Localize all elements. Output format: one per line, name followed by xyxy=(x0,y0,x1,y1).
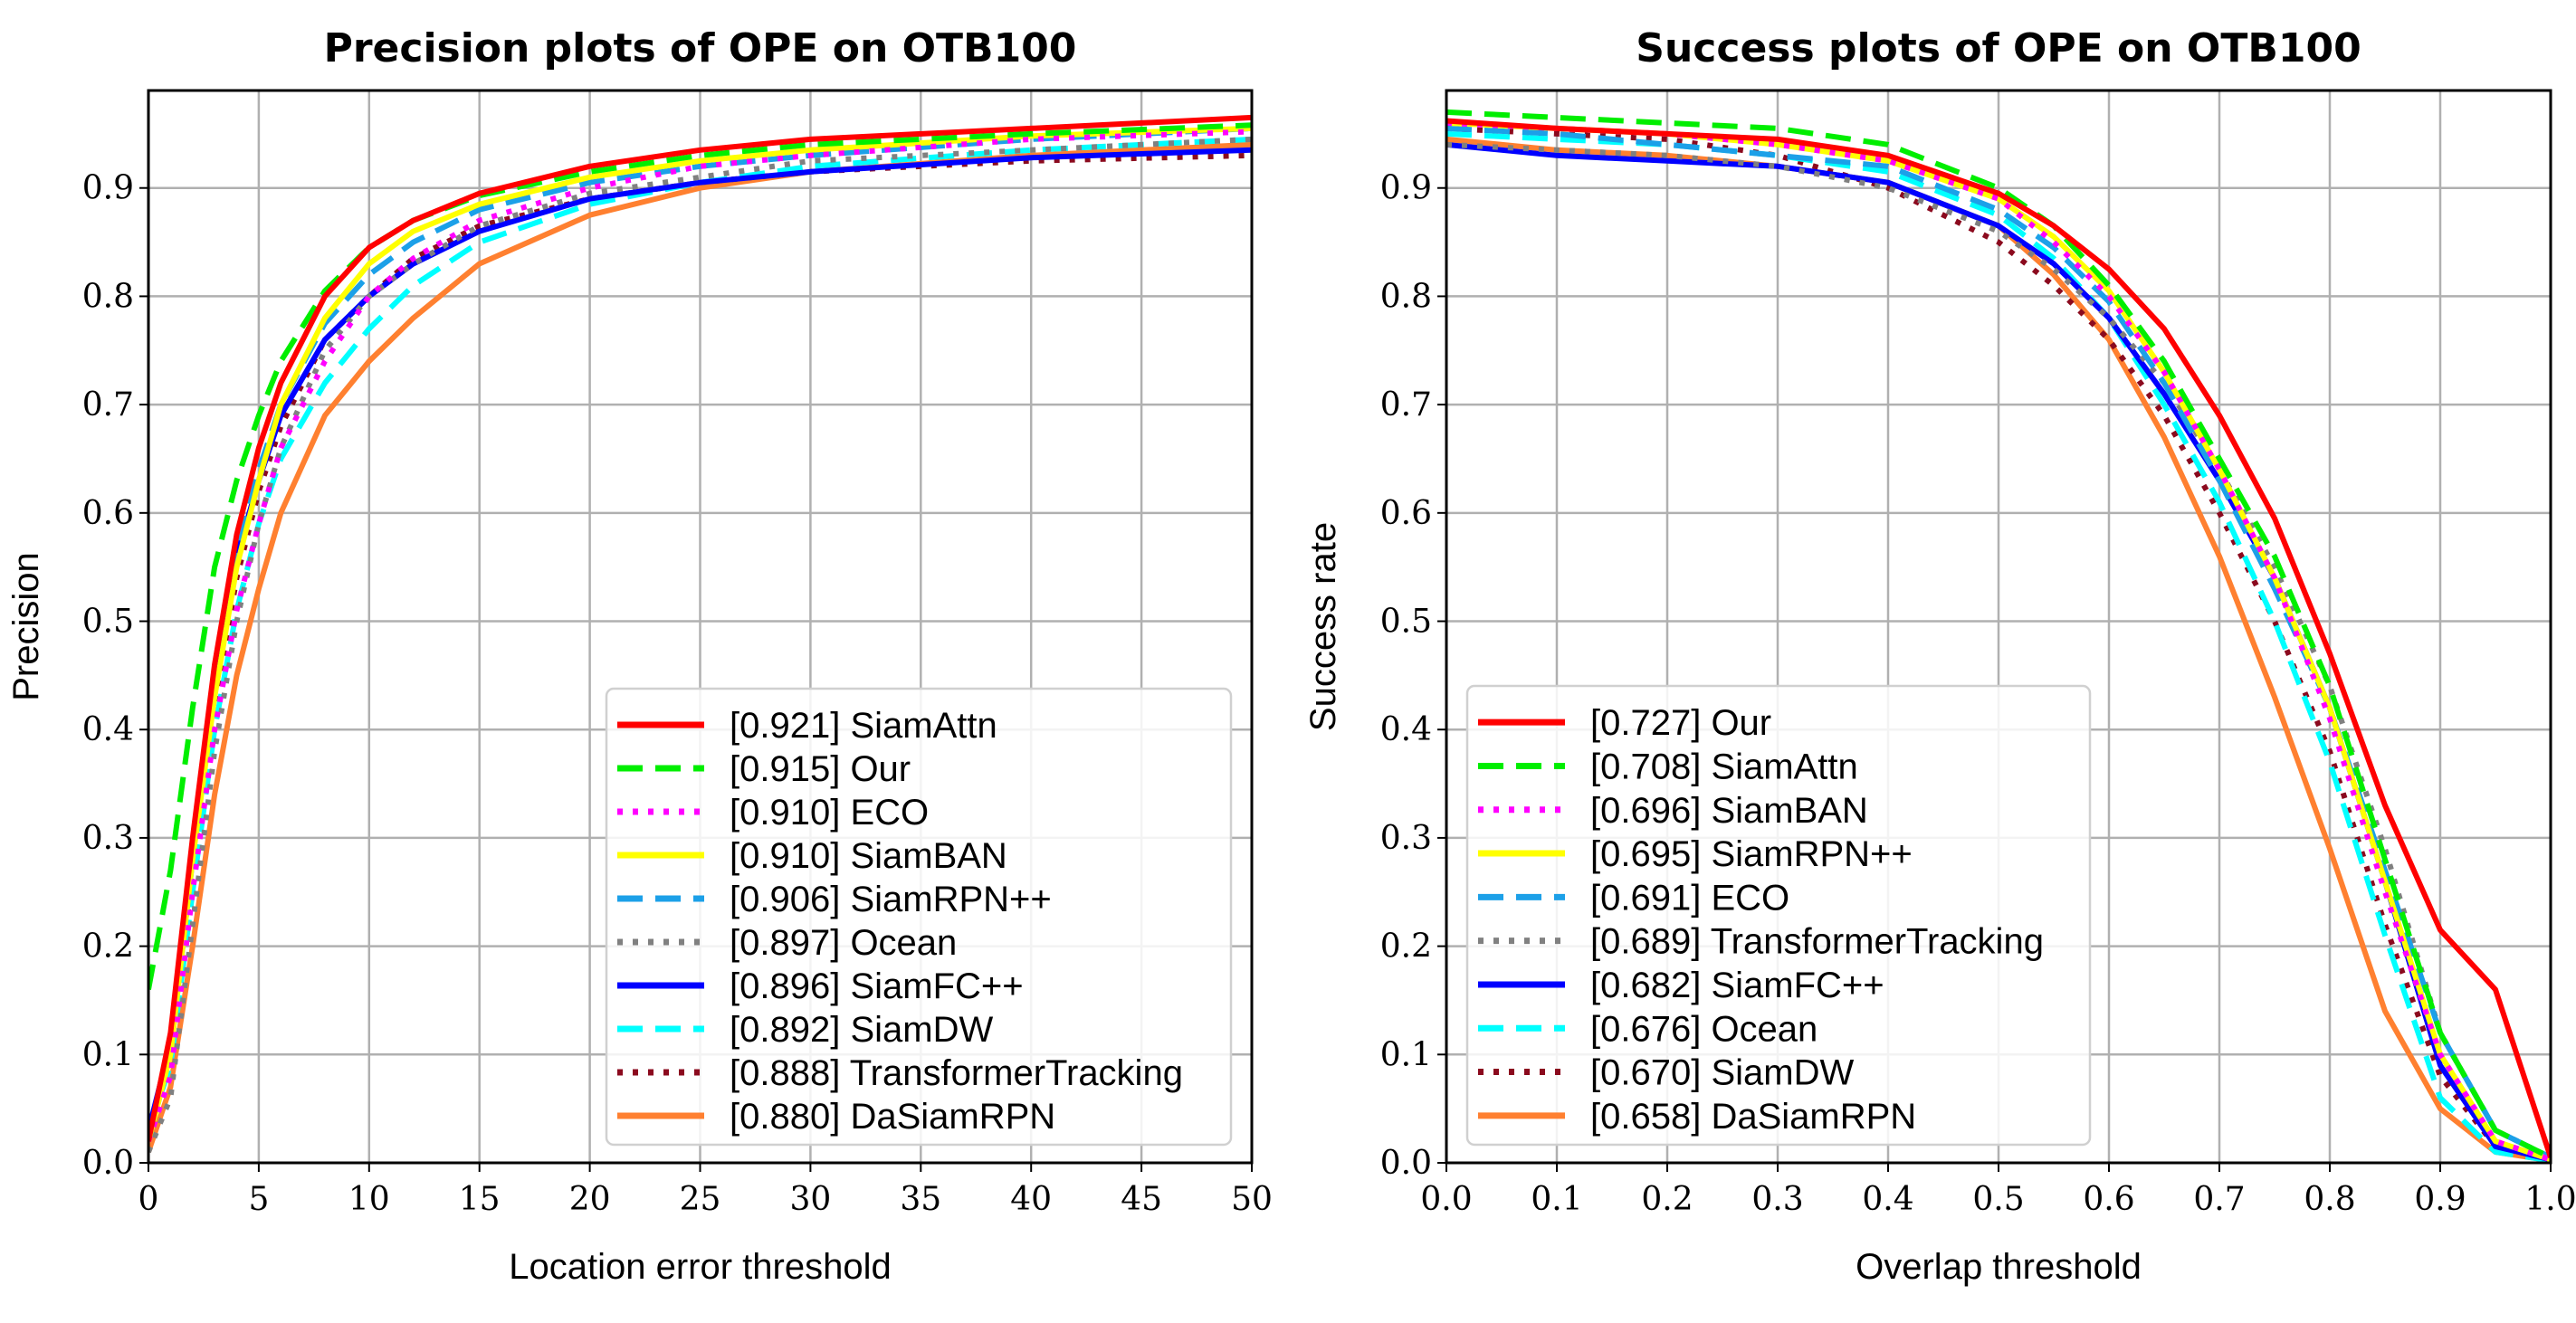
legend-label: [0.915] Our xyxy=(730,749,911,789)
legend: [0.921] SiamAttn[0.915] Our[0.910] ECO[0… xyxy=(605,687,1233,1147)
legend-label: [0.888] TransformerTracking xyxy=(730,1053,1183,1093)
series-line-siamdw xyxy=(1446,125,2551,1163)
chart-title: Success plots of OPE on OTB100 xyxy=(1636,25,2361,71)
y-tick-label: 0.9 xyxy=(1380,170,1432,207)
x-tick-label: 0 xyxy=(138,1181,159,1218)
legend-label: [0.921] SiamAttn xyxy=(730,706,997,746)
x-tick-label: 15 xyxy=(459,1181,501,1218)
y-tick-label: 0.6 xyxy=(1380,495,1432,532)
legend-box xyxy=(605,687,1233,1147)
legend-label: [0.682] SiamFC++ xyxy=(1590,966,1884,1005)
series-line-our xyxy=(148,122,1252,991)
y-axis-label: Success rate xyxy=(1303,522,1343,731)
y-tick-label: 0.3 xyxy=(82,820,134,857)
legend-label: [0.708] SiamAttn xyxy=(1590,747,1858,786)
y-tick-label: 0.6 xyxy=(82,495,134,532)
legend-label: [0.658] DaSiamRPN xyxy=(1590,1097,1916,1137)
series-line-transformertracking xyxy=(1446,141,2551,1160)
series-line-our xyxy=(1446,118,2551,1158)
x-tick-label: 0.8 xyxy=(2304,1181,2355,1218)
series-group xyxy=(1446,109,2551,1163)
x-tick-label: 40 xyxy=(1010,1181,1052,1218)
legend-label: [0.696] SiamBAN xyxy=(1590,791,1868,831)
y-tick-label: 0.1 xyxy=(82,1036,134,1073)
y-tick-label: 0.4 xyxy=(1380,711,1432,748)
legend-label: [0.897] Ocean xyxy=(730,923,957,963)
legend-label: [0.880] DaSiamRPN xyxy=(730,1097,1055,1137)
x-tick-label: 25 xyxy=(680,1181,721,1218)
x-tick-label: 0.5 xyxy=(1972,1181,2024,1218)
y-tick-label: 0.9 xyxy=(82,170,134,207)
series-line-siamban xyxy=(148,125,1252,1142)
series-line-siamrpn- xyxy=(148,125,1252,1142)
y-tick-label: 0.2 xyxy=(82,928,134,966)
series-line-siamattn xyxy=(1446,109,2551,1160)
legend-label: [0.695] SiamRPN++ xyxy=(1590,834,1913,874)
y-tick-label: 0.7 xyxy=(1380,386,1432,424)
legend-label: [0.727] Our xyxy=(1590,703,1771,743)
x-tick-label: 0.1 xyxy=(1531,1181,1582,1218)
y-tick-label: 0.3 xyxy=(1380,820,1432,857)
chart-title: Precision plots of OPE on OTB100 xyxy=(324,25,1077,71)
x-tick-label: 30 xyxy=(789,1181,831,1218)
y-tick-label: 0.1 xyxy=(1380,1036,1432,1073)
y-tick-label: 0.5 xyxy=(82,604,134,641)
y-tick-label: 0.8 xyxy=(82,278,134,315)
legend: [0.727] Our [0.708] SiamAttn [0.696] SiamB… xyxy=(1465,684,2092,1147)
legend-label: [0.896] SiamFC++ xyxy=(730,966,1024,1006)
axes-frame xyxy=(1445,89,2552,1165)
legend-label: [0.906] SiamRPN++ xyxy=(730,880,1052,919)
x-tick-label: 10 xyxy=(348,1181,390,1218)
x-axis-label: Overlap threshold xyxy=(1856,1247,2142,1287)
x-tick-label: 0.2 xyxy=(1641,1181,1693,1218)
x-tick-label: 5 xyxy=(248,1181,269,1218)
y-tick-label: 0.4 xyxy=(82,711,134,748)
x-tick-label: 0.9 xyxy=(2414,1181,2466,1218)
y-tick-label: 0.5 xyxy=(1380,604,1432,641)
legend-label: [0.691] ECO xyxy=(1590,878,1789,918)
series-line-siamban xyxy=(1446,119,2551,1163)
y-tick-label: 0.2 xyxy=(1380,928,1432,966)
success-plot: 0.0 0.1 0.2 0.3 0.4 0.5 0.6 0.7 0.8 0.9 1.0 0.0 0.1 0… xyxy=(1303,25,2576,1287)
legend-label: [0.689] TransformerTracking xyxy=(1590,922,2044,962)
precision-plot: 0 5 10 15 20 25 30 35 40 45 50 0.0 0.1 0.2 0.3 0.4 0.5 0.… xyxy=(6,25,1273,1287)
y-tick-label: 0.0 xyxy=(82,1145,134,1182)
legend-label: [0.892] SiamDW xyxy=(730,1010,993,1050)
x-tick-label: 0.6 xyxy=(2083,1181,2134,1218)
y-tick-label: 0.0 xyxy=(1380,1145,1432,1182)
legend-box xyxy=(1465,684,2092,1147)
x-tick-label: 1.0 xyxy=(2524,1181,2576,1218)
y-axis-label: Precision xyxy=(6,552,46,701)
x-tick-label: 45 xyxy=(1121,1181,1162,1218)
x-tick-label: 35 xyxy=(900,1181,941,1218)
x-axis-label: Location error threshold xyxy=(509,1247,891,1287)
x-tick-label: 0.0 xyxy=(1420,1181,1472,1218)
x-tick-label: 0.3 xyxy=(1751,1181,1803,1218)
series-group xyxy=(148,114,1252,1154)
x-tick-label: 50 xyxy=(1231,1181,1273,1218)
y-tick-label: 0.8 xyxy=(1380,278,1432,315)
legend-label: [0.910] ECO xyxy=(730,793,929,833)
axes-frame xyxy=(147,89,1254,1165)
legend-label: [0.676] Ocean xyxy=(1590,1009,1818,1049)
legend-label: [0.910] SiamBAN xyxy=(730,836,1007,876)
x-tick-label: 20 xyxy=(569,1181,611,1218)
x-tick-label: 0.7 xyxy=(2193,1181,2245,1218)
series-line-ocean xyxy=(148,136,1252,1154)
x-tick-label: 0.4 xyxy=(1862,1181,1913,1218)
legend-label: [0.670] SiamDW xyxy=(1590,1053,1854,1093)
series-line-siamattn xyxy=(148,114,1252,1142)
y-tick-label: 0.7 xyxy=(82,386,134,424)
